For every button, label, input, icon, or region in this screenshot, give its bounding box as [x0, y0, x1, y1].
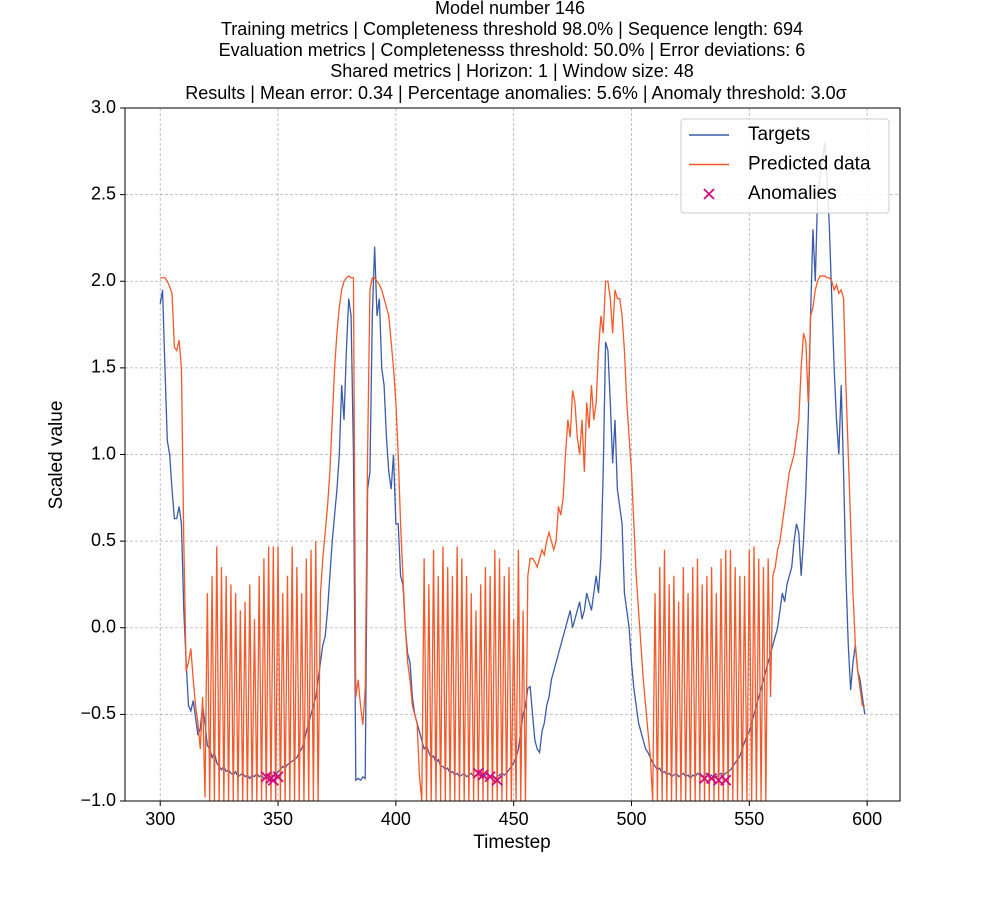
y-tick-label: 2.0 [91, 270, 116, 290]
legend-label: Anomalies [748, 183, 837, 204]
anomaly-marker [272, 771, 284, 783]
y-tick-label: 3.0 [91, 97, 116, 117]
y-tick-label: 0.0 [91, 617, 116, 637]
chart-subtitle: Evaluation metrics | Completenesss thres… [219, 40, 806, 60]
y-axis-label: Scaled value [46, 401, 67, 510]
x-tick-label: 450 [499, 809, 529, 829]
x-axis-label: Timestep [473, 832, 550, 853]
series-line [160, 275, 865, 801]
chart-title: Model number 146 [435, 0, 585, 18]
plot-frame [124, 107, 901, 802]
anomaly-marker [720, 774, 732, 786]
chart-subtitle: Results | Mean error: 0.34 | Percentage … [185, 83, 846, 103]
y-tick-label: 0.5 [91, 530, 116, 550]
x-tick-label: 500 [616, 809, 646, 829]
plot-area [159, 142, 866, 801]
x-tick-label: 400 [381, 809, 411, 829]
chart-subtitle: Training metrics | Completeness threshol… [221, 19, 803, 39]
anomaly-marker [477, 769, 489, 781]
x-tick-label: 600 [852, 809, 882, 829]
y-tick-label: 2.5 [91, 183, 116, 203]
anomaly-marker [491, 774, 503, 786]
legend-box [680, 118, 890, 214]
anomaly-marker [705, 772, 718, 785]
legend-label: Targets [748, 124, 810, 145]
x-tick-label: 550 [734, 809, 764, 829]
x-tick-label: 300 [145, 809, 175, 829]
legend-marker [703, 188, 715, 200]
y-tick-label: −0.5 [80, 703, 116, 723]
legend-label: Predicted data [748, 154, 871, 175]
y-tick-label: 1.0 [91, 443, 116, 463]
y-tick-label: 1.5 [91, 357, 116, 377]
anomaly-marker [484, 771, 496, 783]
chart-subtitle: Shared metrics | Horizon: 1 | Window siz… [330, 61, 694, 81]
x-tick-label: 350 [263, 809, 293, 829]
y-tick-label: −1.0 [80, 790, 116, 810]
